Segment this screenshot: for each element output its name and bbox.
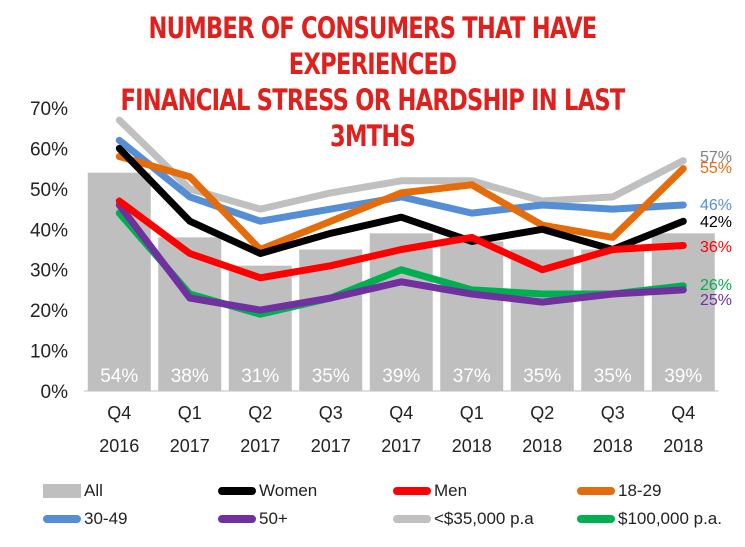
x-tick-label-quarter: Q4 — [671, 403, 695, 423]
legend-label-men: Men — [434, 481, 468, 500]
legend-swatch-30-49 — [43, 515, 81, 523]
bar-value-label: 35% — [594, 366, 632, 387]
bar-value-label: 35% — [523, 366, 561, 387]
x-tick-label-year: 2016 — [99, 436, 139, 456]
chart-title-line-1: NUMBER OF CONSUMERS THAT HAVE EXPERIENCE… — [148, 11, 598, 81]
line-series-18-29 — [115, 153, 687, 253]
legend-item-30-49: 30-49 — [43, 506, 127, 532]
end-value-label: 55% — [700, 160, 732, 177]
bar-value-label: 39% — [382, 366, 420, 387]
x-tick-label-year: 2018 — [522, 436, 562, 456]
legend-swatch-over-100k — [577, 515, 615, 523]
x-tick-label-quarter: Q3 — [319, 403, 343, 423]
x-tick-label-quarter: Q4 — [107, 403, 131, 423]
line-series-35-000-p-a — [115, 116, 687, 213]
legend-swatch-50-plus — [218, 515, 256, 523]
legend-label-women: Women — [259, 481, 318, 500]
legend-label-18-29: 18-29 — [618, 481, 662, 500]
line-series-50 — [115, 201, 687, 314]
bar-value-label: 54% — [100, 366, 138, 387]
legend-label-30-49: 30-49 — [84, 509, 128, 528]
x-tick-label-quarter: Q1 — [178, 403, 202, 423]
y-tick-label: 50% — [30, 180, 68, 201]
line-series-men — [115, 197, 687, 282]
chart-title: NUMBER OF CONSUMERS THAT HAVE EXPERIENCE… — [82, 10, 663, 154]
x-tick-label-year: 2017 — [381, 436, 421, 456]
legend-item-women: Women — [218, 478, 317, 504]
legend: All Women Men 18-29 30-49 50+ <$35,000 p… — [0, 476, 745, 536]
bar-value-label: 37% — [453, 366, 491, 387]
end-value-label: 26% — [700, 277, 732, 294]
x-tick-label-year: 2018 — [593, 436, 633, 456]
x-tick-label-quarter: Q3 — [601, 403, 625, 423]
x-tick-label-quarter: Q2 — [248, 403, 272, 423]
y-tick-label: 0% — [41, 382, 69, 403]
bar-all — [581, 249, 645, 391]
x-tick-label-year: 2017 — [170, 436, 210, 456]
legend-label-under-35k: <$35,000 p.a — [434, 509, 534, 528]
x-tick-label-year: 2017 — [311, 436, 351, 456]
y-tick-label: 20% — [30, 301, 68, 322]
legend-item-men: Men — [393, 478, 467, 504]
bar-value-label: 31% — [241, 366, 279, 387]
chart-plot: 0% 10% 20% 30% 40% 50% 60% 70% 54% 38% 31% 35% 39% 37… — [30, 99, 732, 456]
legend-label-over-100k: $100,000 p.a. — [618, 509, 722, 528]
legend-label-50-plus: 50+ — [259, 509, 288, 528]
end-value-label: 36% — [700, 239, 732, 256]
legend-item-over-100k: $100,000 p.a. — [577, 506, 722, 532]
bar-value-label: 39% — [664, 366, 702, 387]
legend-swatch-women — [218, 487, 256, 495]
legend-label-all: All — [84, 481, 103, 500]
bar-value-label: 35% — [312, 366, 350, 387]
x-tick-label-year: 2017 — [240, 436, 280, 456]
end-value-label: 46% — [700, 197, 732, 214]
bar-value-label: 38% — [171, 366, 209, 387]
x-tick-label-quarter: Q2 — [530, 403, 554, 423]
end-value-label: 57% — [700, 149, 732, 166]
x-tick-label-quarter: Q4 — [389, 403, 413, 423]
end-value-label: 42% — [700, 214, 732, 231]
bar-all — [440, 241, 504, 391]
legend-swatch-all — [43, 484, 81, 498]
y-tick-label: 30% — [30, 261, 68, 282]
x-tick-label-quarter: Q1 — [460, 403, 484, 423]
legend-item-all: All — [43, 478, 103, 504]
y-tick-label: 60% — [30, 139, 68, 160]
bar-all — [369, 233, 433, 391]
bar-all — [299, 249, 363, 391]
x-tick-label-year: 2018 — [663, 436, 703, 456]
legend-item-under-35k: <$35,000 p.a — [393, 506, 534, 532]
legend-swatch-men — [393, 487, 431, 495]
y-tick-label: 40% — [30, 220, 68, 241]
bar-all — [651, 233, 715, 391]
bar-all — [228, 265, 292, 391]
x-tick-label-year: 2018 — [452, 436, 492, 456]
legend-swatch-18-29 — [577, 487, 615, 495]
y-tick-label: 70% — [30, 99, 68, 120]
legend-swatch-under-35k — [393, 515, 431, 523]
chart-title-line-2: FINANCIAL STRESS OR HARDSHIP IN LAST 3MT… — [120, 83, 625, 153]
legend-item-50-plus: 50+ — [218, 506, 288, 532]
y-tick-label: 10% — [30, 342, 68, 363]
line-series-women — [115, 144, 687, 257]
end-value-label: 25% — [700, 292, 732, 309]
legend-item-18-29: 18-29 — [577, 478, 661, 504]
